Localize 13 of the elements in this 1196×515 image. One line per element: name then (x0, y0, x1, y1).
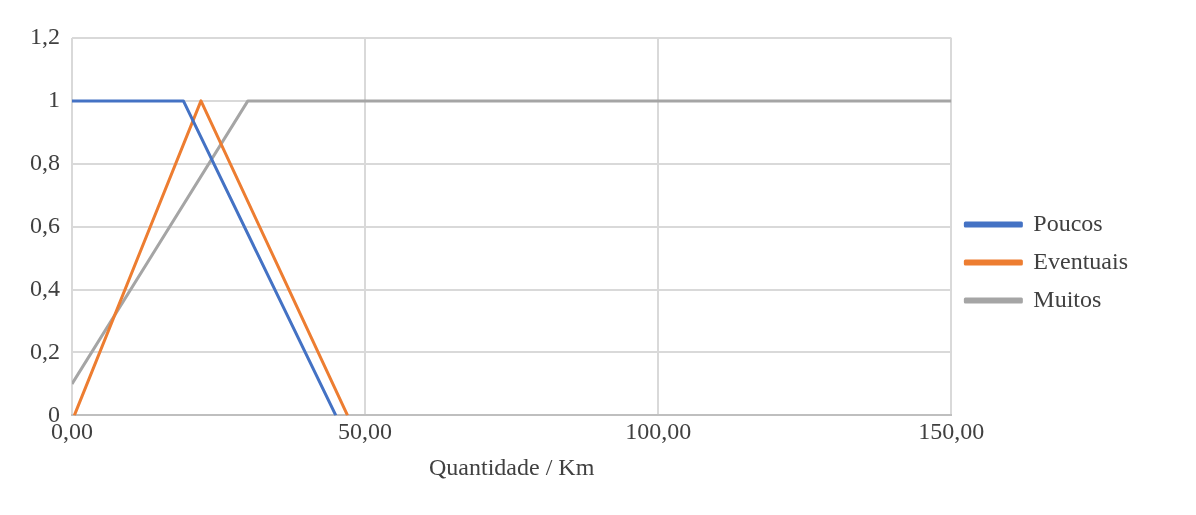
x-tick-label: 50,00 (338, 418, 393, 445)
y-tick-label: 1 (48, 86, 60, 113)
x-axis-title: Quantidade / Km (429, 453, 595, 480)
y-tick-label: 0,6 (30, 212, 60, 238)
y-tick-label: 0,2 (30, 337, 60, 364)
y-tick-label: 0,4 (30, 274, 60, 301)
x-tick-label: 150,00 (918, 418, 985, 445)
x-tick-label: 100,00 (625, 418, 692, 445)
y-tick-label: 0,8 (30, 149, 60, 176)
legend-label: Poucos (1033, 209, 1103, 236)
legend-label: Muitos (1033, 285, 1102, 312)
y-tick-label: 1,2 (30, 23, 60, 50)
legend-label: Eventuais (1033, 247, 1128, 274)
